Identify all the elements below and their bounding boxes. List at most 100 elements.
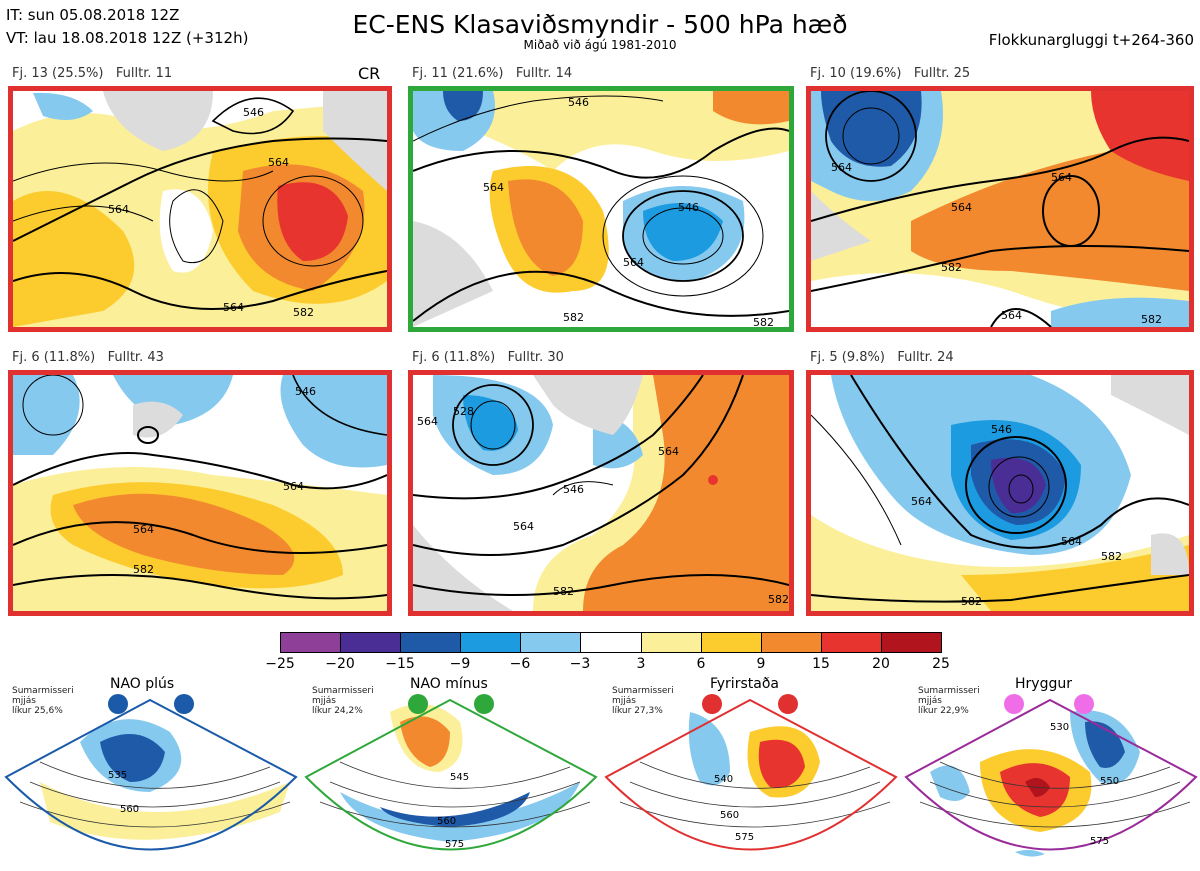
colorbar-segment <box>761 633 822 652</box>
map-4-svg: 546 564 564 582 <box>13 375 387 611</box>
map-1-contour-label: 564 <box>268 156 289 169</box>
colorbar-tick: 25 <box>932 656 950 672</box>
map-5-contour-label: 564 <box>417 415 438 428</box>
map-1-contour-label: 564 <box>223 301 244 314</box>
regime-info: Sumarmisseri mjjás líkur 25,6% <box>12 686 74 716</box>
map-6-contour-label: 564 <box>911 495 932 508</box>
cluster-map-2[interactable]: 546 546 564 564 582 582 <box>408 86 794 332</box>
page-subtitle: Miðað við ágú 1981-2010 <box>523 38 677 52</box>
map-6-contour-label: 564 <box>1061 535 1082 548</box>
regime-contour-label: 550 <box>1100 776 1119 787</box>
regime-contour-label: 575 <box>1090 836 1109 847</box>
map-5-contour-label: 546 <box>563 483 584 496</box>
cluster-map-1[interactable]: 546 564 564 564 582 <box>8 86 392 332</box>
map-4-contour-label: 546 <box>295 385 316 398</box>
map-5-contour-label: 564 <box>658 445 679 458</box>
map-5-contour-label: 528 <box>453 405 474 418</box>
regime-dot-icon <box>702 694 722 714</box>
colorbar-segment <box>281 633 342 652</box>
regime-contour-label: 560 <box>437 816 456 827</box>
regime-contour-label: 545 <box>450 772 469 783</box>
colorbar-tick: −25 <box>265 656 295 672</box>
map-5-contour-label: 582 <box>553 585 574 598</box>
colorbar-tick: −9 <box>449 656 471 672</box>
map-4-contour-label: 564 <box>283 480 304 493</box>
regime-contour-label: 560 <box>120 804 139 815</box>
map-3-contour-label: 564 <box>951 201 972 214</box>
cluster-map-6[interactable]: 546 564 564 582 582 <box>806 370 1194 616</box>
panel-3-label: Fj. 10 (19.6%) Fulltr. 25 <box>810 66 971 81</box>
regime-contour-label: 575 <box>445 839 464 850</box>
regime-dot-icon <box>108 694 128 714</box>
regime-labels-svg: 530 550 575 <box>1050 722 1119 847</box>
map-2-contour-label: 546 <box>678 201 699 214</box>
map-5-contour-label: 582 <box>768 593 789 606</box>
map-2-contour-label: 564 <box>623 256 644 269</box>
colorbar-tick: −20 <box>325 656 355 672</box>
regime-map-svg: 535 560 <box>4 698 298 851</box>
map-6-contour-label: 546 <box>991 423 1012 436</box>
map-4-contour-label: 582 <box>133 563 154 576</box>
map-6-svg: 546 564 564 582 582 <box>811 375 1189 611</box>
map-5-contour-label: 564 <box>513 520 534 533</box>
map-1-contour-label: 564 <box>108 203 129 216</box>
regime-dot-icon <box>778 694 798 714</box>
colorbar-tick: −15 <box>385 656 415 672</box>
regime-map-svg <box>904 698 1198 857</box>
map-3-contour-label: 564 <box>831 161 852 174</box>
regime-name: Fyrirstaða <box>710 676 779 692</box>
panel-1-label: Fj. 13 (25.5%) Fulltr. 11 <box>12 66 173 81</box>
regime-dot-icon <box>1074 694 1094 714</box>
regime-name: NAO mínus <box>410 676 488 692</box>
regime-info: Sumarmisseri mjjás líkur 24,2% <box>312 686 374 716</box>
map-3-svg: 564 564 564 582 564 582 <box>811 91 1189 327</box>
regime-nao-minus[interactable]: Sumarmisseri mjjás líkur 24,2% NAO mínus… <box>300 672 600 871</box>
map-2-contour-label: 582 <box>753 316 774 327</box>
panel-6-label: Fj. 5 (9.8%) Fulltr. 24 <box>810 350 954 365</box>
colorbar-tick: 15 <box>812 656 830 672</box>
cluster-map-4[interactable]: 546 564 564 582 <box>8 370 392 616</box>
regime-contour-label: 540 <box>714 774 733 785</box>
regime-nao-plus[interactable]: Sumarmisseri mjjás líkur 25,6% NAO plús … <box>0 672 300 871</box>
map-1-svg: 546 564 564 564 582 <box>13 91 387 327</box>
clustering-window: Flokkunargluggi t+264-360 <box>988 31 1194 49</box>
page-title: EC-ENS Klasaviðsmyndir - 500 hPa hæð <box>352 10 848 39</box>
panel-1-marker: CR <box>358 64 381 83</box>
regime-map-svg <box>604 698 898 851</box>
colorbar-segment <box>401 633 462 652</box>
regime-map-svg <box>304 698 598 851</box>
colorbar-tick: −6 <box>509 656 531 672</box>
map-2-svg: 546 546 564 564 582 582 <box>413 91 789 327</box>
regime-blocking[interactable]: Sumarmisseri mjjás líkur 27,3% Fyrirstað… <box>600 672 900 871</box>
init-time: IT: sun 05.08.2018 12Z <box>6 6 180 24</box>
regime-contour-label: 535 <box>108 770 127 781</box>
regime-ridge[interactable]: Sumarmisseri mjjás líkur 22,9% Hryggur 5… <box>900 672 1200 871</box>
map-1-contour-label: 546 <box>243 106 264 119</box>
regime-contour-label: 560 <box>720 810 739 821</box>
colorbar-segment <box>821 633 882 652</box>
map-1-contour-label: 582 <box>293 306 314 319</box>
regime-info: Sumarmisseri mjjás líkur 22,9% <box>918 686 980 716</box>
colorbar-tick: 20 <box>872 656 890 672</box>
map-3-contour-label: 582 <box>1141 313 1162 326</box>
regime-dot-icon <box>408 694 428 714</box>
cluster-map-5[interactable]: 528 564 546 564 564 582 582 <box>408 370 794 616</box>
colorbar-segment <box>521 633 582 652</box>
valid-time: VT: lau 18.08.2018 12Z (+312h) <box>6 29 249 47</box>
regime-contour-label: 530 <box>1050 722 1069 733</box>
regime-name: Hryggur <box>1015 676 1072 692</box>
colorbar-segment <box>701 633 762 652</box>
map-3-contour-label: 564 <box>1051 171 1072 184</box>
cluster-map-3[interactable]: 564 564 564 582 564 582 <box>806 86 1194 332</box>
colorbar-segment <box>881 633 942 652</box>
regime-dot-icon <box>174 694 194 714</box>
colorbar-segment <box>341 633 402 652</box>
map-2-contour-label: 582 <box>563 311 584 324</box>
map-2-contour-label: 546 <box>568 96 589 109</box>
regime-name: NAO plús <box>110 676 175 692</box>
panel-4-label: Fj. 6 (11.8%) Fulltr. 43 <box>12 350 164 365</box>
regime-info: Sumarmisseri mjjás líkur 27,3% <box>612 686 674 716</box>
map-3-contour-label: 582 <box>941 261 962 274</box>
map-3-contour-label: 564 <box>1001 309 1022 322</box>
regime-labels-svg: 545 560 575 <box>437 772 469 850</box>
